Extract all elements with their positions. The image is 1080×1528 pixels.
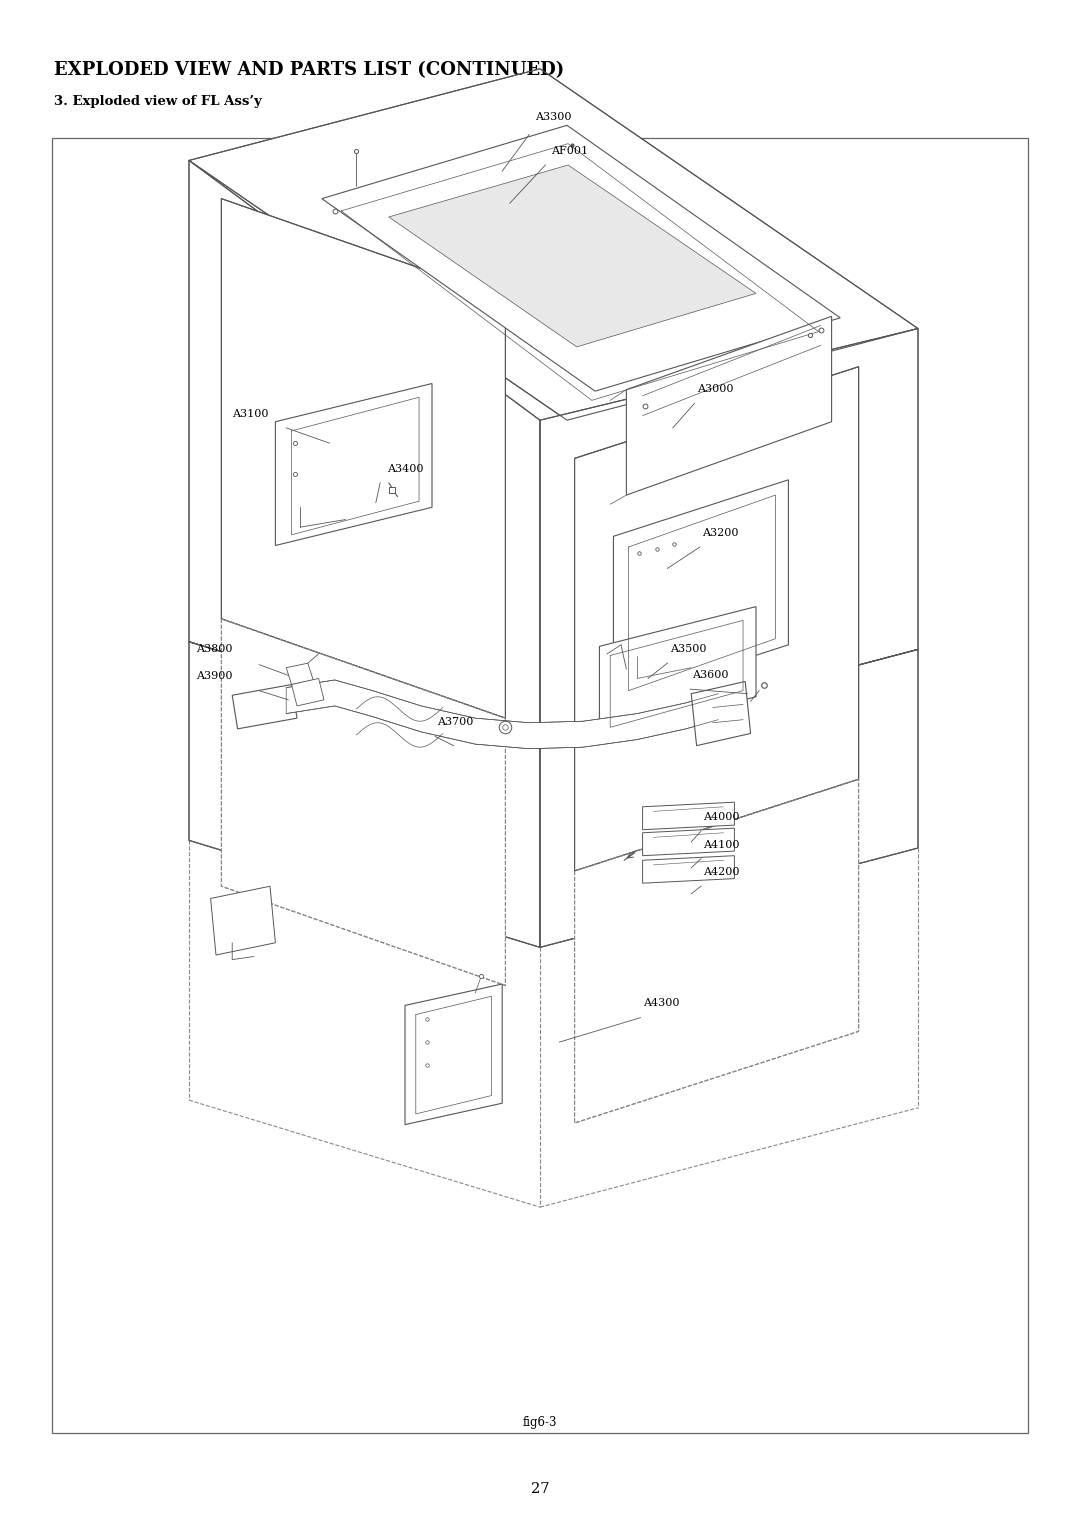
Polygon shape	[189, 69, 918, 420]
Text: A3800: A3800	[197, 643, 233, 654]
Polygon shape	[405, 984, 502, 1125]
Polygon shape	[540, 649, 918, 947]
Text: fig6-3: fig6-3	[523, 1416, 557, 1430]
Polygon shape	[189, 160, 540, 749]
Text: A4100: A4100	[703, 839, 740, 850]
Text: A3400: A3400	[387, 463, 423, 474]
Polygon shape	[575, 367, 859, 871]
Polygon shape	[189, 642, 540, 947]
Polygon shape	[221, 199, 505, 718]
Text: EXPLODED VIEW AND PARTS LIST (CONTINUED): EXPLODED VIEW AND PARTS LIST (CONTINUED)	[54, 61, 564, 79]
Polygon shape	[575, 779, 859, 1123]
Polygon shape	[221, 619, 505, 986]
Text: A4200: A4200	[703, 866, 740, 877]
Polygon shape	[286, 663, 313, 685]
Polygon shape	[389, 165, 756, 347]
Text: 3. Exploded view of FL Ass’y: 3. Exploded view of FL Ass’y	[54, 95, 261, 108]
Polygon shape	[211, 886, 275, 955]
Text: A4300: A4300	[643, 998, 679, 1008]
Polygon shape	[626, 316, 832, 495]
Text: AF001: AF001	[551, 145, 588, 156]
Text: A3100: A3100	[232, 408, 269, 419]
Polygon shape	[232, 685, 297, 729]
Polygon shape	[643, 856, 734, 883]
Text: A3900: A3900	[197, 671, 233, 681]
Polygon shape	[286, 680, 718, 749]
Polygon shape	[275, 384, 432, 545]
Bar	[52, 138, 1028, 1433]
Polygon shape	[292, 678, 324, 706]
Polygon shape	[322, 125, 840, 391]
Text: A3200: A3200	[702, 527, 739, 538]
Text: A3000: A3000	[697, 384, 733, 394]
Text: 27: 27	[530, 1482, 550, 1496]
Polygon shape	[691, 681, 751, 746]
Text: A3600: A3600	[692, 669, 729, 680]
Text: A4000: A4000	[703, 811, 740, 822]
Polygon shape	[643, 802, 734, 830]
Polygon shape	[540, 329, 918, 749]
Polygon shape	[613, 480, 788, 701]
Text: A3500: A3500	[670, 643, 706, 654]
Polygon shape	[599, 607, 756, 736]
Polygon shape	[643, 828, 734, 856]
Text: A3300: A3300	[535, 112, 571, 122]
Text: A3700: A3700	[437, 717, 474, 727]
